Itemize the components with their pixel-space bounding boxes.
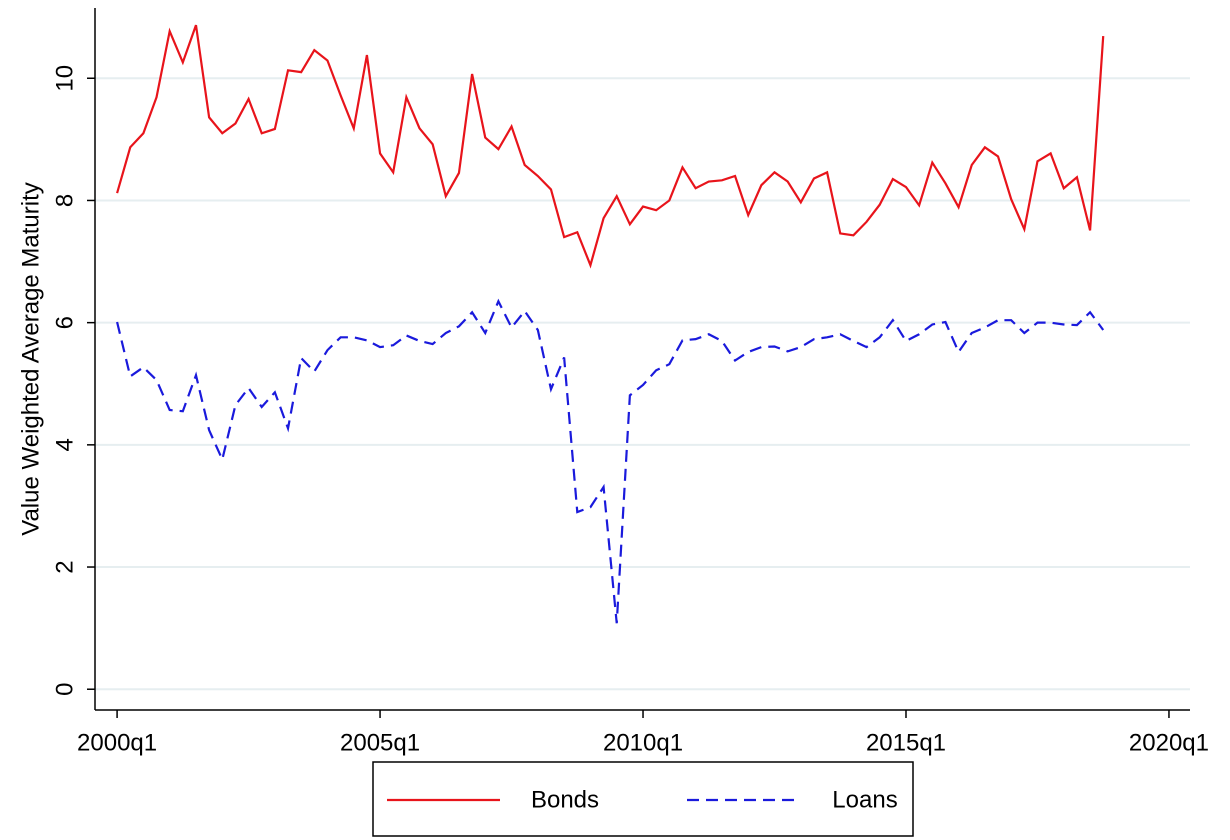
x-tick-label: 2020q1	[1129, 729, 1209, 756]
y-tick-label: 4	[51, 438, 78, 451]
y-tick-label: 2	[51, 560, 78, 573]
y-tick-label: 10	[51, 65, 78, 92]
legend-label: Loans	[832, 786, 897, 813]
y-axis-label: Value Weighted Average Maturity	[17, 182, 44, 536]
y-tick-label: 8	[51, 194, 78, 207]
y-tick-label: 6	[51, 316, 78, 329]
x-tick-label: 2015q1	[866, 729, 946, 756]
x-tick-label: 2000q1	[77, 729, 157, 756]
y-tick-label: 0	[51, 683, 78, 696]
x-tick-label: 2010q1	[603, 729, 683, 756]
legend-label: Bonds	[531, 786, 599, 813]
series-line	[116, 298, 1105, 624]
series-line	[116, 24, 1105, 269]
x-tick-label: 2005q1	[340, 729, 420, 756]
